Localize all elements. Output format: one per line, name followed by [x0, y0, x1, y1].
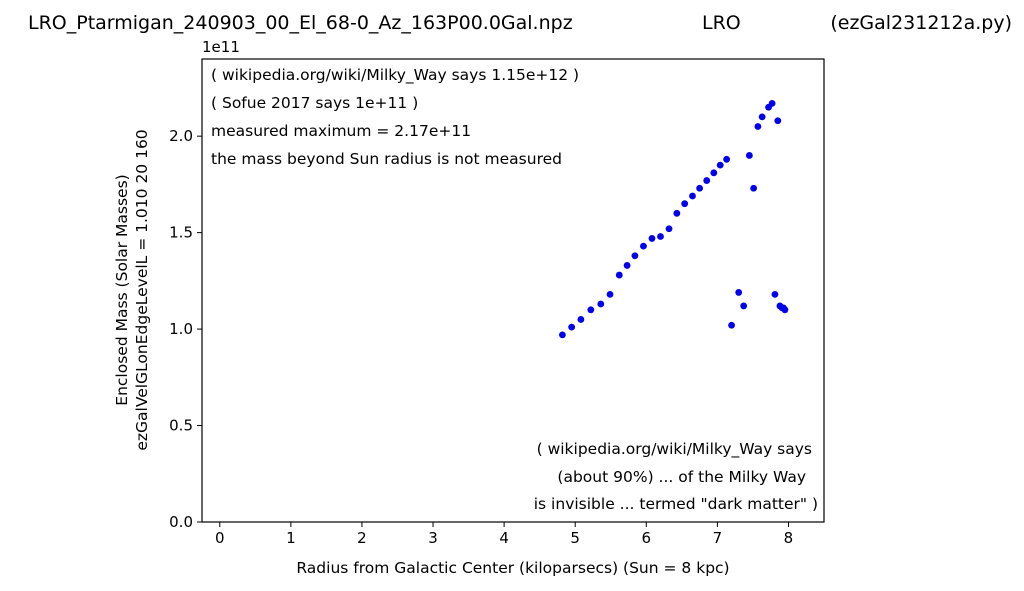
x-tick-label: 4 [499, 529, 509, 547]
annotation-top-3: measured maximum = 2.17e+11 [211, 122, 471, 140]
y-axis-label-line2: ezGalVelGLonEdgeLevelL = 1.010 20 160 [133, 129, 151, 450]
data-point [745, 152, 753, 159]
data-point [696, 184, 703, 192]
data-point [559, 331, 566, 339]
data-point [631, 252, 639, 260]
data-point [710, 169, 718, 177]
data-point [640, 242, 647, 250]
data-point [728, 321, 735, 329]
data-point [771, 290, 779, 298]
y-offset-label: 1e11 [202, 38, 240, 56]
y-tick-label: 0.0 [169, 513, 193, 531]
data-point [758, 113, 766, 121]
annotation-top-4: the mass beyond Sun radius is not measur… [211, 150, 562, 168]
x-tick-label: 5 [570, 529, 580, 547]
x-tick-label: 6 [642, 529, 652, 547]
data-point [750, 184, 758, 192]
y-axis-label-line1: Enclosed Mass (Solar Masses) [113, 174, 131, 405]
data-points [559, 99, 789, 339]
annotation-bottom-2: (about 90%) ... of the Milky Way [557, 468, 806, 486]
x-tick-label: 2 [357, 529, 367, 547]
data-point [781, 306, 789, 314]
y-tick-label: 1.5 [169, 224, 193, 242]
y-tick-label: 2.0 [169, 127, 193, 145]
x-tick-label: 3 [428, 529, 438, 547]
data-point [673, 209, 681, 217]
data-point [577, 316, 585, 323]
x-tick-label: 1 [286, 529, 296, 547]
data-point [768, 99, 776, 107]
data-point [703, 177, 711, 184]
y-tick-label: 0.5 [169, 417, 193, 435]
data-point [665, 225, 673, 233]
script-title: (ezGal231212a.py) [830, 12, 1012, 34]
data-point [587, 306, 595, 314]
data-point [615, 271, 623, 279]
data-point [735, 289, 743, 296]
data-point [716, 161, 724, 169]
y-tick-label: 1.0 [169, 320, 193, 338]
x-tick-label: 8 [784, 529, 794, 547]
data-point [723, 155, 731, 163]
data-point [606, 290, 614, 298]
data-point [597, 300, 605, 308]
center-title: LRO [702, 12, 741, 34]
y-axis: 0.0 0.5 1.0 1.5 2.0 [169, 127, 202, 531]
data-point [740, 302, 748, 310]
x-axis: 0 1 2 3 4 5 6 7 8 [215, 522, 793, 547]
annotation-top-1: ( wikipedia.org/wiki/Milky_Way says 1.15… [211, 66, 579, 85]
annotation-bottom-3: is invisible ... termed "dark matter" ) [534, 495, 818, 513]
plot-frame [201, 58, 825, 523]
x-tick-label: 7 [713, 529, 723, 547]
file-title: LRO_Ptarmigan_240903_00_El_68-0_Az_163P0… [28, 12, 573, 34]
data-point [754, 123, 762, 130]
data-point [648, 235, 656, 242]
x-axis-label: Radius from Galactic Center (kiloparsecs… [296, 559, 729, 577]
annotation-bottom-1: ( wikipedia.org/wiki/Milky_Way says [537, 440, 812, 459]
x-tick-label: 0 [215, 529, 225, 547]
data-point [774, 117, 782, 125]
data-point [657, 233, 664, 240]
data-point [623, 262, 631, 269]
data-point [568, 323, 576, 331]
data-point [689, 192, 696, 200]
annotation-top-2: ( Sofue 2017 says 1e+11 ) [211, 94, 418, 112]
data-point [681, 200, 689, 208]
